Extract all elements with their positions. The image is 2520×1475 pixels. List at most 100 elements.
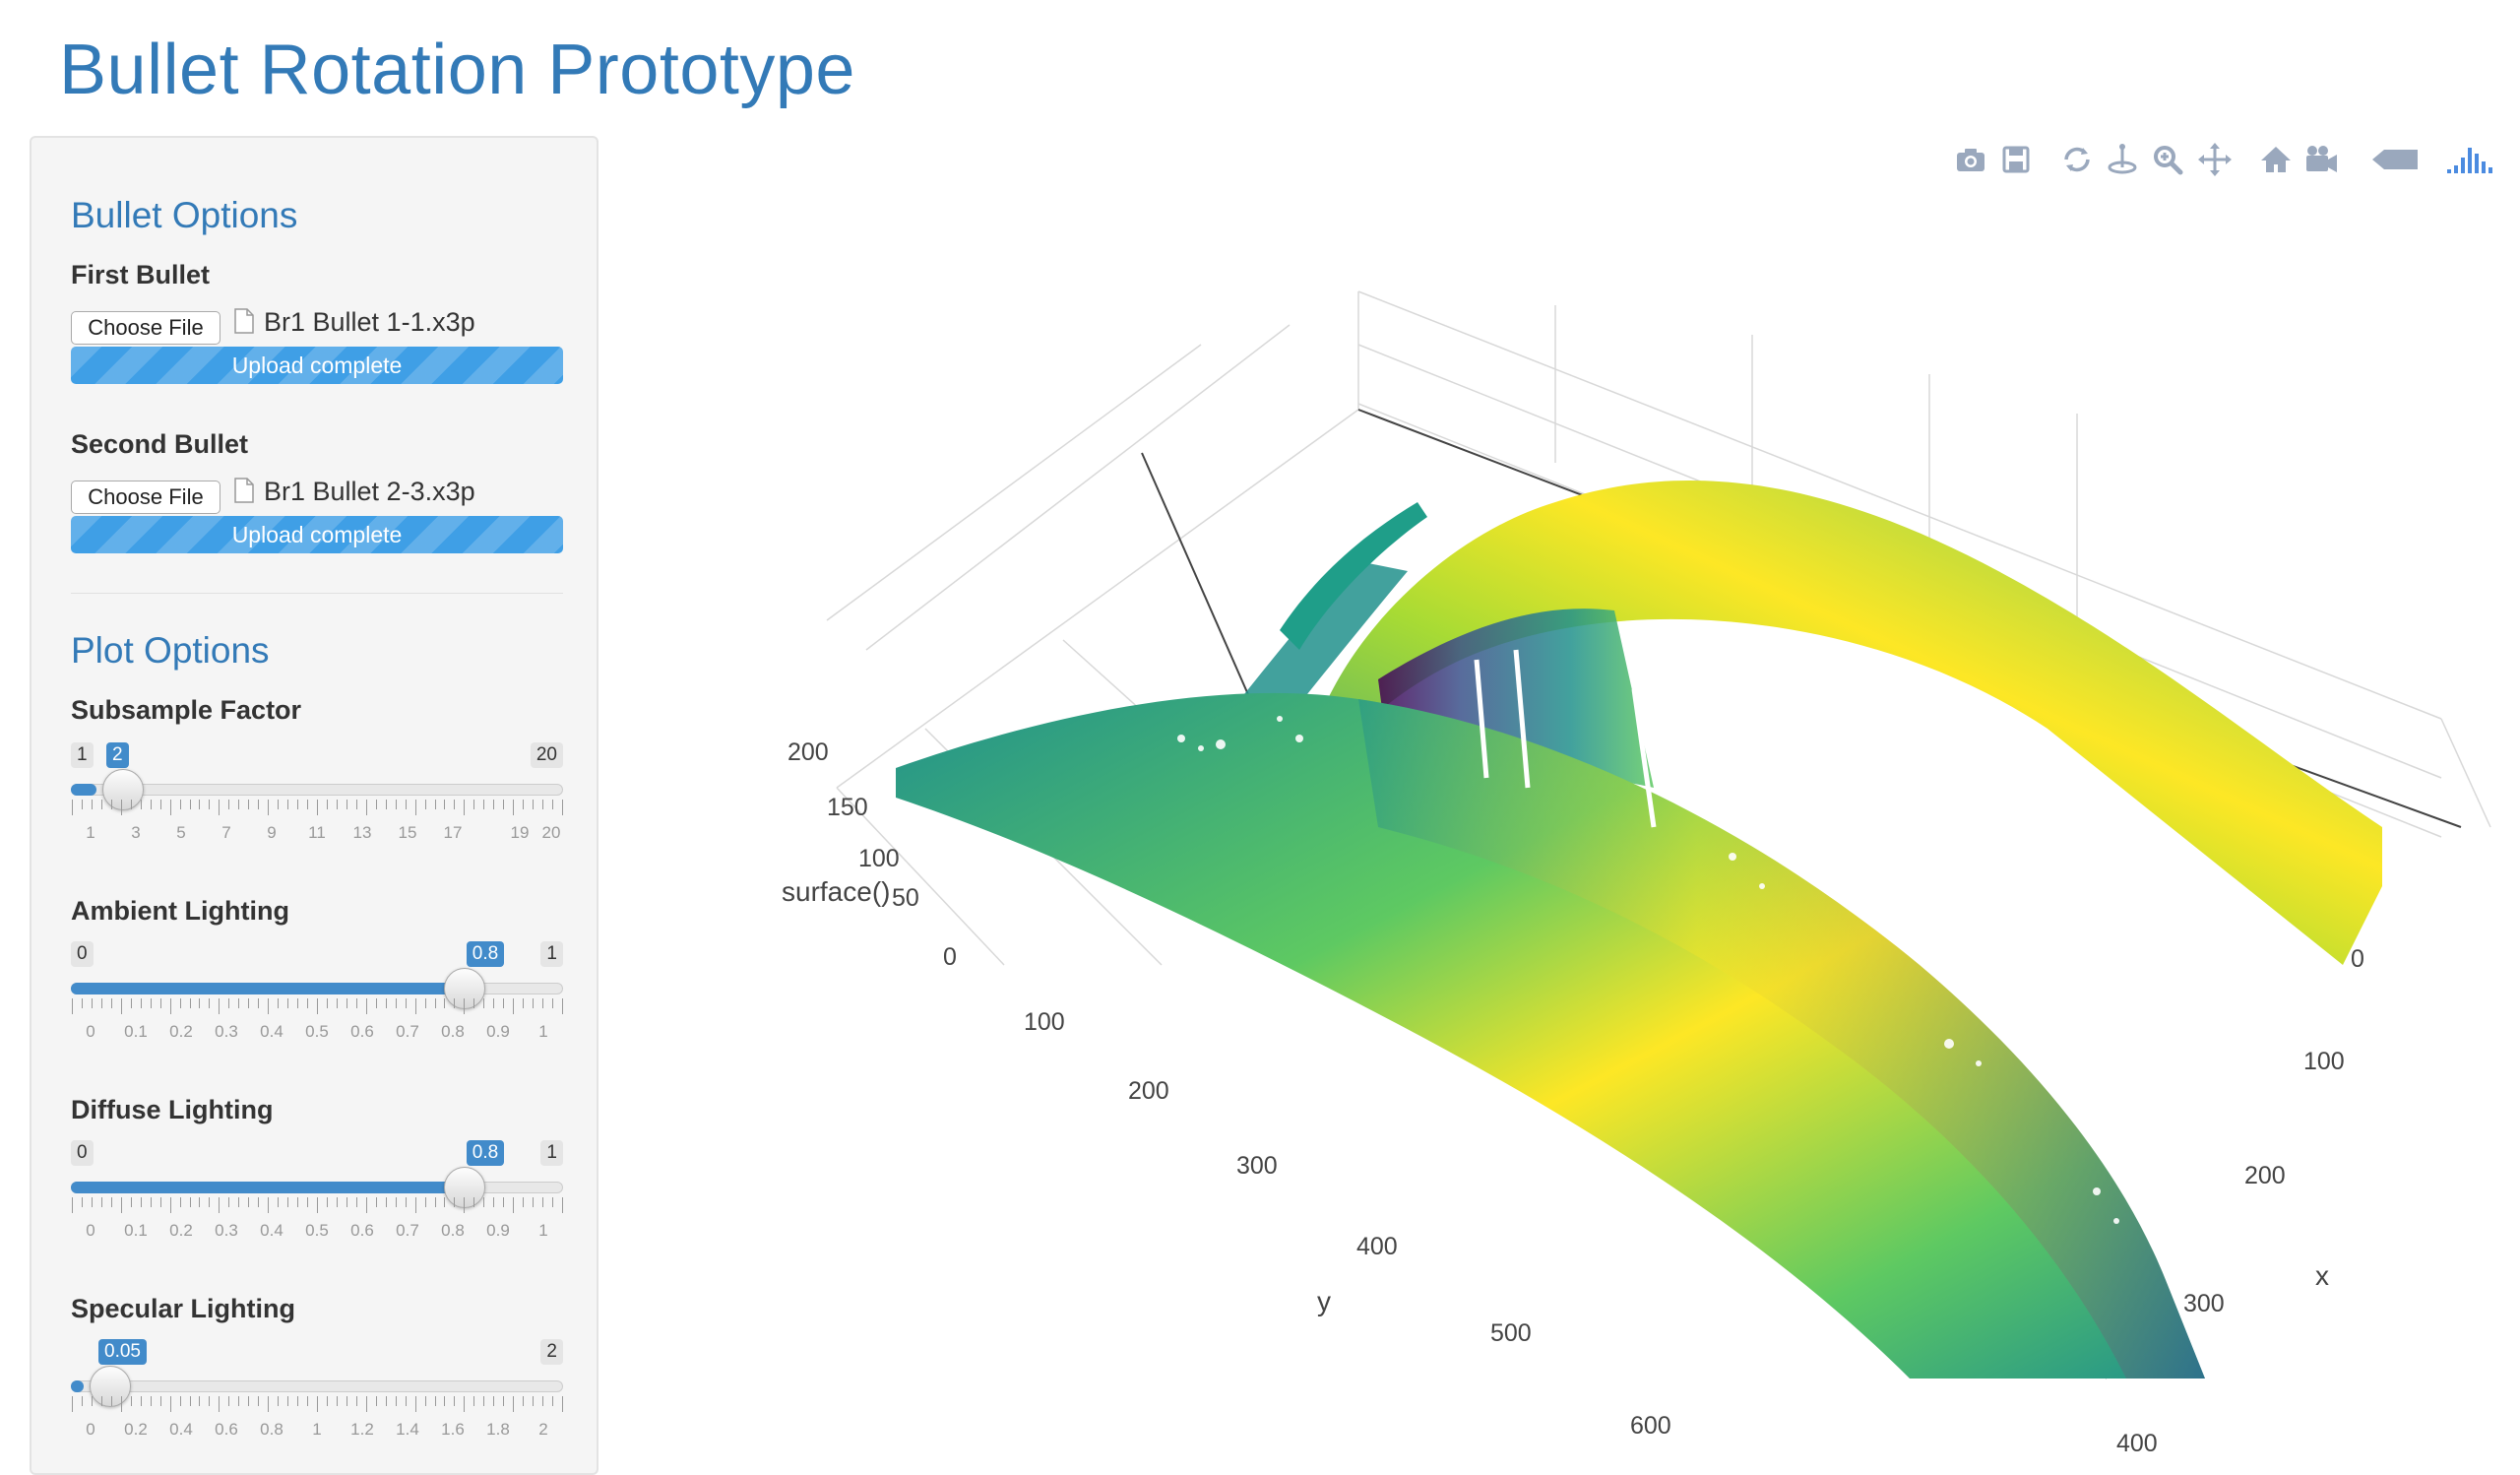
second-bullet-choose-file-button[interactable]: Choose File xyxy=(71,481,220,514)
slider-tick xyxy=(542,800,544,809)
slider-tick xyxy=(91,998,93,1008)
slider-tick xyxy=(405,1396,407,1406)
slider-tick xyxy=(414,800,416,815)
slider-tick xyxy=(287,1197,289,1207)
slider-tick xyxy=(258,1197,260,1207)
surface-plot-3d[interactable] xyxy=(768,276,2520,1455)
specular-lighting-slider[interactable]: 2 0.05 0 0.2 0.4 0.6 0.8 1 1.2 1.4 1.6 1.8 2 xyxy=(71,1339,563,1457)
slider-tick-label: 0.4 xyxy=(169,1420,193,1439)
slider-handle[interactable] xyxy=(102,769,145,810)
camera-icon[interactable] xyxy=(1951,140,1990,179)
save-icon[interactable] xyxy=(1996,140,2036,179)
slider-tick xyxy=(493,800,495,809)
pan-icon[interactable] xyxy=(2195,140,2235,179)
ambient-lighting-slider[interactable]: 0 1 0.8 0 0.1 0.2 0.3 0.4 0.5 0.6 0.7 0.8 0.9 1 xyxy=(71,941,563,1059)
slider-tick xyxy=(375,1197,377,1207)
slider-tick xyxy=(326,1197,328,1207)
subsample-factor-slider[interactable]: 1 20 2 1 3 5 7 9 11 13 15 17 19 20 xyxy=(71,742,563,861)
slider-tick xyxy=(405,1197,407,1207)
slider-tick xyxy=(317,800,318,815)
slider-tick xyxy=(513,800,515,815)
ambient-lighting-label: Ambient Lighting xyxy=(71,896,289,926)
slider-tick xyxy=(297,998,299,1008)
turntable-rotation-icon[interactable] xyxy=(2103,140,2142,179)
slider-ticks xyxy=(71,800,563,819)
slider-tick xyxy=(248,998,250,1008)
slider-tick xyxy=(562,800,563,815)
slider-tick xyxy=(375,998,377,1008)
home-icon[interactable] xyxy=(2256,140,2296,179)
slider-tick xyxy=(81,800,83,809)
slider-tick xyxy=(523,1396,525,1406)
slider-tick xyxy=(287,998,289,1008)
first-bullet-choose-file-button[interactable]: Choose File xyxy=(71,311,220,345)
slider-tick xyxy=(355,1197,357,1207)
slider-tick xyxy=(297,1396,299,1406)
slider-tick xyxy=(209,1396,211,1406)
slider-tick xyxy=(533,1197,535,1207)
page-title: Bullet Rotation Prototype xyxy=(59,31,855,109)
slider-tick xyxy=(179,1396,181,1406)
slider-tick xyxy=(179,1197,181,1207)
slider-tick xyxy=(238,1396,240,1406)
x-tick: 400 xyxy=(2116,1430,2158,1457)
slider-tick xyxy=(533,998,535,1008)
slider-tick xyxy=(493,1197,495,1207)
slider-tick-label: 2 xyxy=(538,1420,548,1439)
slider-tick xyxy=(523,1197,525,1207)
slider-tick xyxy=(228,1197,230,1207)
slider-ticks xyxy=(71,998,563,1018)
slider-tick xyxy=(523,800,525,809)
slider-tick xyxy=(100,998,102,1008)
slider-tick xyxy=(159,1396,161,1406)
slider-tick-label: 1.6 xyxy=(441,1420,465,1439)
bullet-options-heading: Bullet Options xyxy=(71,195,298,235)
slider-tick xyxy=(130,1396,132,1406)
slider-tick-label: 11 xyxy=(308,823,326,842)
slider-tick xyxy=(179,998,181,1008)
slider-tick xyxy=(355,998,357,1008)
slider-tick-label: 0 xyxy=(86,1022,95,1041)
slider-tick xyxy=(278,1197,280,1207)
hover-label-icon[interactable] xyxy=(2368,140,2422,179)
slider-tick xyxy=(375,1396,377,1406)
slider-tick xyxy=(228,800,230,809)
slider-tick xyxy=(346,1197,347,1207)
slider-tick xyxy=(395,1197,397,1207)
y-tick: 600 xyxy=(1630,1412,1671,1440)
slider-tick xyxy=(444,800,446,809)
slider-handle[interactable] xyxy=(89,1366,131,1407)
slider-tick xyxy=(454,1197,456,1207)
slider-tick-label: 0.6 xyxy=(215,1420,238,1439)
slider-tick-label: 0.6 xyxy=(350,1022,374,1041)
slider-tick xyxy=(81,1197,83,1207)
slider-tick xyxy=(72,998,73,1014)
slider-track[interactable] xyxy=(71,1380,563,1392)
camera-reset-icon[interactable] xyxy=(2301,140,2341,179)
orbit-rotation-icon[interactable] xyxy=(2057,140,2097,179)
slider-track[interactable] xyxy=(71,784,563,796)
slider-tick xyxy=(434,1396,436,1406)
slider-tick xyxy=(375,800,377,809)
slider-tick-label: 0.1 xyxy=(124,1221,148,1240)
slider-tick xyxy=(464,1396,466,1412)
diffuse-lighting-slider[interactable]: 0 1 0.8 0 0.1 0.2 0.3 0.4 0.5 0.6 0.7 0.8 0.9 1 xyxy=(71,1140,563,1258)
slider-tick xyxy=(355,1396,357,1406)
slider-tick xyxy=(110,1197,112,1207)
y-tick: 100 xyxy=(1024,1008,1065,1036)
slider-tick xyxy=(414,998,416,1014)
slider-tick-label: 0.2 xyxy=(124,1420,148,1439)
slider-tick xyxy=(307,1396,309,1406)
subsample-factor-label: Subsample Factor xyxy=(71,695,302,725)
plotly-logo-icon[interactable] xyxy=(2443,140,2496,179)
zoom-icon[interactable] xyxy=(2148,140,2187,179)
slider-tick-label: 15 xyxy=(398,823,417,842)
slider-tick xyxy=(483,1197,485,1207)
slider-tick xyxy=(464,1197,466,1213)
y-tick: 200 xyxy=(1128,1077,1169,1105)
slider-tick xyxy=(248,1396,250,1406)
slider-tick xyxy=(278,1396,280,1406)
slider-tick xyxy=(365,1197,367,1213)
slider-tick xyxy=(317,998,318,1014)
slider-tick xyxy=(424,1197,426,1207)
